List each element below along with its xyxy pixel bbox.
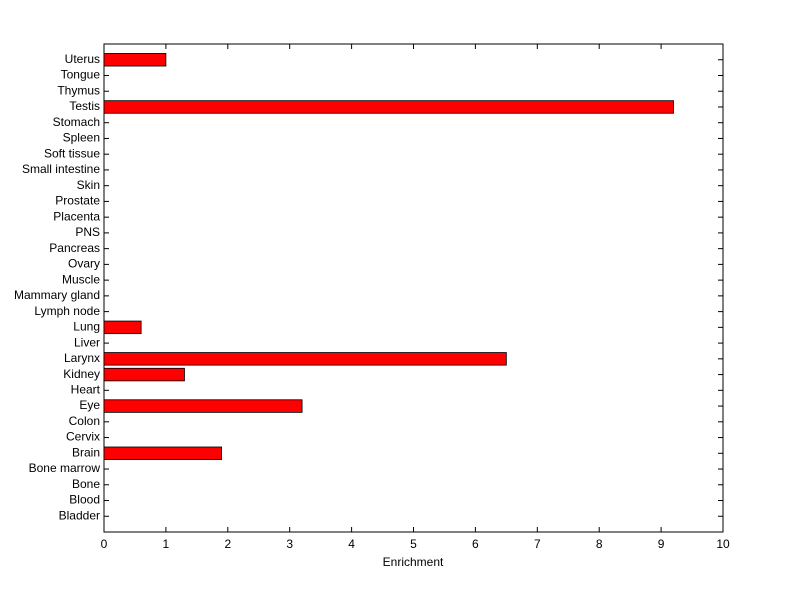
y-tick-label: Heart (71, 382, 101, 396)
x-tick-label: 2 (224, 537, 231, 551)
y-tick-label: Skin (77, 178, 100, 192)
bar (103, 446, 223, 460)
y-tick-label: Muscle (62, 272, 100, 286)
x-tick-label: 8 (596, 537, 603, 551)
y-tick-label: Lung (73, 320, 100, 334)
x-tick-label: 0 (101, 537, 108, 551)
y-tick-label: Lymph node (34, 304, 100, 318)
bar (103, 320, 142, 335)
y-tick-label: Brain (72, 445, 100, 459)
y-tick-label: Bone (72, 477, 100, 491)
y-tick-label: Kidney (63, 367, 100, 381)
y-tick-label: Stomach (53, 115, 100, 129)
y-tick-label: Colon (69, 414, 100, 428)
x-tick-label: 1 (163, 537, 170, 551)
x-tick-label: 6 (472, 537, 479, 551)
y-tick-label: Small intestine (22, 162, 100, 176)
y-tick-label: Uterus (65, 52, 100, 66)
bar (103, 399, 303, 413)
y-tick-label: Bladder (59, 508, 100, 522)
y-tick-label: Tongue (61, 68, 101, 82)
y-tick-label: PNS (75, 225, 100, 239)
y-tick-label: Testis (69, 99, 100, 113)
y-tick-label: Soft tissue (44, 146, 100, 160)
x-axis-label: Enrichment (383, 555, 444, 569)
y-tick-label: Bone marrow (29, 461, 101, 475)
y-tick-label: Liver (74, 335, 100, 349)
x-tick-label: 3 (286, 537, 293, 551)
y-tick-label: Placenta (53, 209, 100, 223)
x-tick-label: 5 (410, 537, 417, 551)
y-tick-label: Thymus (57, 83, 100, 97)
x-tick-label: 9 (658, 537, 665, 551)
y-tick-label: Ovary (68, 257, 100, 271)
y-tick-label: Mammary gland (14, 288, 100, 302)
y-tick-label: Prostate (55, 194, 100, 208)
bar (103, 100, 674, 114)
y-tick-label: Eye (79, 398, 100, 412)
y-tick-label: Larynx (64, 351, 100, 365)
y-tick-label: Pancreas (49, 241, 100, 255)
y-tick-label: Blood (69, 493, 100, 507)
y-tick-label: Spleen (63, 131, 100, 145)
bar (103, 352, 507, 366)
bar (103, 367, 185, 382)
x-tick-label: 7 (534, 537, 541, 551)
x-tick-label: 4 (348, 537, 355, 551)
x-tick-label: 10 (716, 537, 730, 551)
bar (103, 53, 167, 67)
y-tick-label: Cervix (66, 430, 100, 444)
